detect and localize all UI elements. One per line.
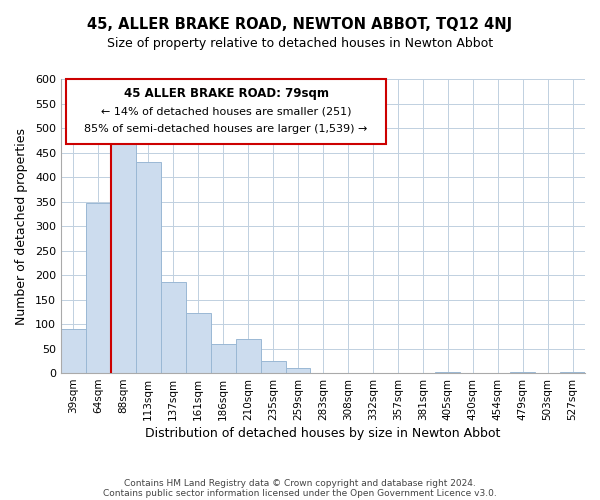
Bar: [560, 372, 585, 373]
Text: Contains HM Land Registry data © Crown copyright and database right 2024.: Contains HM Land Registry data © Crown c…: [124, 478, 476, 488]
Bar: [211, 344, 236, 373]
Bar: [136, 162, 161, 373]
Bar: [286, 368, 310, 373]
Bar: [61, 329, 86, 373]
Text: 85% of semi-detached houses are larger (1,539) →: 85% of semi-detached houses are larger (…: [85, 124, 368, 134]
Text: ← 14% of detached houses are smaller (251): ← 14% of detached houses are smaller (25…: [101, 106, 351, 117]
Y-axis label: Number of detached properties: Number of detached properties: [15, 128, 28, 324]
Bar: [86, 202, 111, 373]
Bar: [510, 372, 535, 373]
Text: 45 ALLER BRAKE ROAD: 79sqm: 45 ALLER BRAKE ROAD: 79sqm: [124, 86, 329, 100]
Bar: [161, 282, 186, 373]
Bar: [186, 314, 211, 373]
Text: 45, ALLER BRAKE ROAD, NEWTON ABBOT, TQ12 4NJ: 45, ALLER BRAKE ROAD, NEWTON ABBOT, TQ12…: [88, 18, 512, 32]
Bar: [260, 361, 286, 373]
Bar: [111, 142, 136, 373]
Text: Size of property relative to detached houses in Newton Abbot: Size of property relative to detached ho…: [107, 38, 493, 51]
X-axis label: Distribution of detached houses by size in Newton Abbot: Distribution of detached houses by size …: [145, 427, 500, 440]
Bar: [435, 372, 460, 373]
Bar: [236, 339, 260, 373]
Text: Contains public sector information licensed under the Open Government Licence v3: Contains public sector information licen…: [103, 488, 497, 498]
